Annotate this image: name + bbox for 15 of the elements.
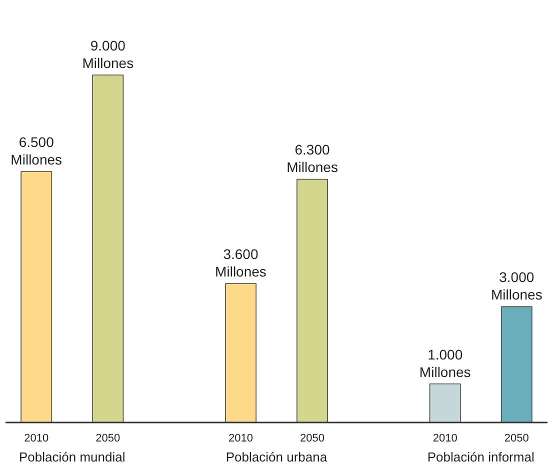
text: Población urbana	[226, 450, 328, 464]
text: Población informal	[427, 450, 534, 464]
data-label: 3.000 Millones	[490, 269, 542, 303]
x-tick-label: 2050	[300, 432, 325, 444]
x-tick-label: 2050	[504, 432, 529, 444]
x-tick-label: 2010	[432, 432, 458, 444]
x-tick-label: 2010	[24, 432, 49, 444]
x-tick-label: 2050	[96, 432, 120, 444]
data-label: 3.600 Millones	[215, 246, 266, 280]
data-label: 9.000 Millones	[82, 37, 134, 71]
data-label: 6.300 Millones	[286, 142, 338, 176]
x-tick-label: 2010	[228, 432, 253, 444]
data-label: 6.500 Millones	[10, 134, 62, 168]
data-label: 1.000 Millones	[419, 346, 471, 380]
text: Población mundial	[19, 450, 126, 464]
